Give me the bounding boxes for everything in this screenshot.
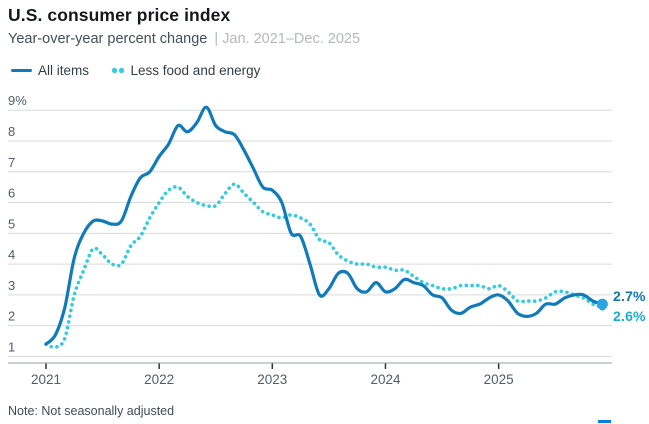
legend-label-less-food-energy: Less food and energy (130, 63, 261, 78)
x-axis-label: 2023 (257, 372, 287, 387)
chart-subtitle: Year-over-year percent change | Jan. 2021… (8, 31, 360, 47)
less-food-energy-dotted-swatch-icon (112, 68, 124, 73)
y-axis-label: 2 (8, 309, 15, 324)
y-axis-label: 8 (8, 124, 15, 139)
y-axis-label: 5 (8, 216, 15, 231)
subtitle-measure: Year-over-year percent change (8, 31, 208, 47)
y-axis-label: 6 (8, 186, 15, 201)
x-axis-label: 2021 (31, 372, 61, 387)
series-line-all-items (44, 105, 604, 346)
series-line-less-food-energy (44, 182, 605, 350)
legend-label-all-items: All items (38, 63, 90, 78)
legend-item-less-food-energy: Less food and energy (112, 63, 260, 78)
end-dot-all-items (596, 298, 608, 310)
x-axis-label: 2024 (370, 372, 401, 387)
y-axis-label: 4 (8, 247, 15, 262)
footnote: Note: Not seasonally adjusted (8, 404, 175, 418)
legend: All items Less food and energy (11, 63, 260, 78)
legend-item-all-items: All items (11, 63, 89, 78)
end-value-all-items: 2.7% (613, 288, 646, 304)
y-axis-label: 9% (8, 93, 27, 108)
subtitle-date-range: | Jan. 2021–Dec. 2025 (214, 31, 361, 47)
source-logo-fragment (598, 419, 611, 423)
y-axis-label: 3 (8, 278, 15, 293)
all-items-line-swatch-icon (11, 68, 32, 73)
y-axis-label: 1 (8, 339, 15, 354)
x-axis-label: 2025 (484, 372, 514, 387)
y-axis-label: 7 (8, 155, 15, 170)
chart-title: U.S. consumer price index (8, 5, 231, 25)
end-value-less-food-energy: 2.6% (613, 308, 646, 324)
x-axis-label: 2022 (144, 372, 174, 387)
